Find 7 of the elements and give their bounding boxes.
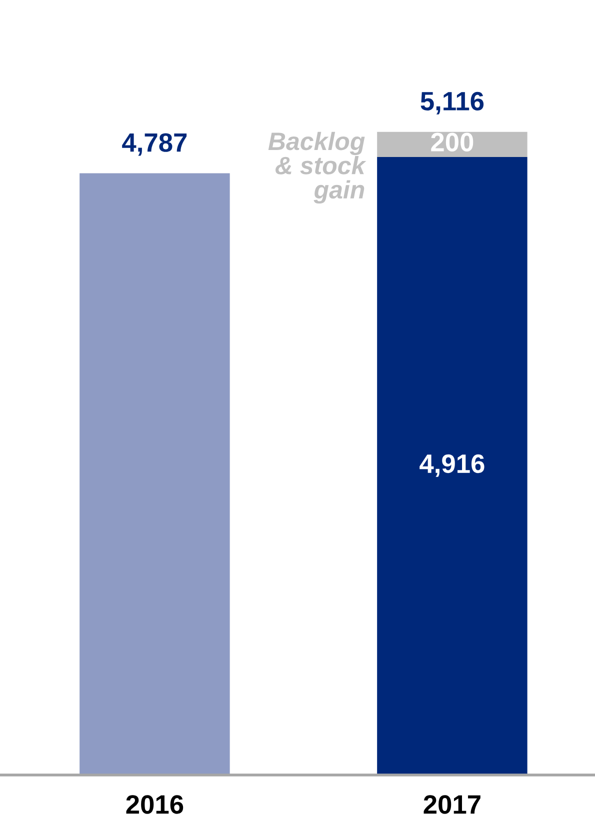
- data-label: 4,916: [420, 454, 484, 477]
- data-label: 200: [431, 132, 474, 152]
- total-label: 5,116: [420, 92, 484, 114]
- total-label: 4,787: [122, 133, 187, 156]
- x-tick-label: 2017: [424, 795, 480, 814]
- x-tick-label: 2016: [126, 795, 184, 814]
- series-label: Backlog & stock gain: [268, 132, 366, 204]
